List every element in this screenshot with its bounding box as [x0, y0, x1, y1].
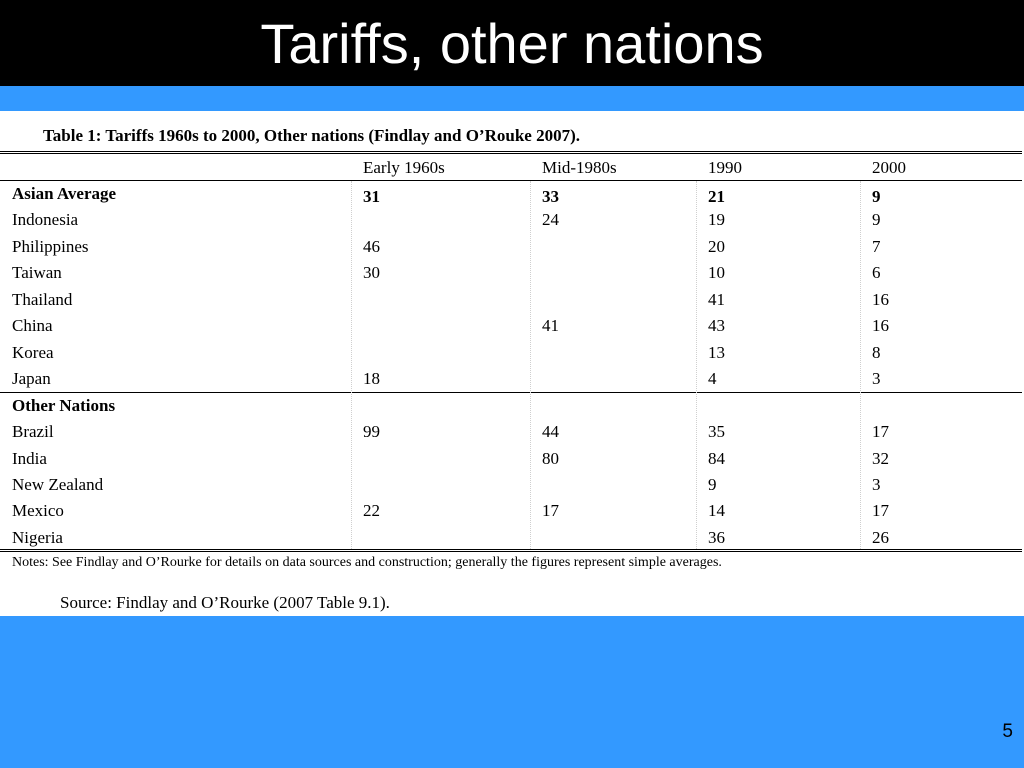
table-top-rule: [0, 151, 1022, 154]
table-cell: 17: [872, 422, 889, 442]
table-cell: 24: [542, 210, 559, 230]
table-cell: 41: [542, 316, 559, 336]
table-cell: 10: [708, 263, 725, 283]
table-cell: 36: [708, 527, 725, 547]
column-header: Early 1960s: [363, 158, 445, 177]
column-divider: [860, 181, 861, 549]
section-average-cell: 21: [708, 187, 725, 206]
content-panel: Table 1: Tariffs 1960s to 2000, Other na…: [0, 111, 1024, 616]
section-rule: [0, 392, 1022, 393]
table-cell: 16: [872, 289, 889, 309]
table-cell: 9: [872, 210, 881, 230]
table-cell: 30: [363, 263, 380, 283]
table-source: Source: Findlay and O’Rourke (2007 Table…: [60, 593, 390, 612]
title-bar: Tariffs, other nations: [0, 0, 1024, 86]
table-cell: 20: [708, 236, 725, 256]
page-number: 5: [1002, 721, 1013, 742]
header-rule: [0, 180, 1022, 181]
section-average-cell: 31: [363, 187, 380, 206]
row-label: Korea: [12, 342, 54, 362]
table-bottom-rule: [0, 549, 1022, 552]
table-caption: Table 1: Tariffs 1960s to 2000, Other na…: [43, 126, 580, 145]
row-label: China: [12, 316, 53, 336]
table-cell: 41: [708, 289, 725, 309]
table-cell: 17: [872, 501, 889, 521]
table-cell: 9: [708, 474, 717, 494]
section-average-cell: 33: [542, 187, 559, 206]
table-cell: 14: [708, 501, 725, 521]
table-cell: 80: [542, 448, 559, 468]
row-label: Mexico: [12, 501, 64, 521]
table-cell: 99: [363, 422, 380, 442]
column-header: 2000: [872, 158, 906, 177]
row-label: India: [12, 448, 47, 468]
column-header: 1990: [708, 158, 742, 177]
table-cell: 4: [708, 369, 717, 389]
table-cell: 8: [872, 342, 881, 362]
column-divider: [351, 181, 352, 549]
table-notes: Notes: See Findlay and O’Rourke for deta…: [12, 555, 722, 570]
table-cell: 43: [708, 316, 725, 336]
table-cell: 17: [542, 501, 559, 521]
slide-title: Tariffs, other nations: [260, 12, 764, 75]
table-cell: 18: [363, 369, 380, 389]
table-cell: 84: [708, 448, 725, 468]
table-cell: 26: [872, 527, 889, 547]
column-divider: [530, 181, 531, 549]
table-cell: 3: [872, 474, 881, 494]
table-cell: 32: [872, 448, 889, 468]
table-cell: 6: [872, 263, 881, 283]
row-label: Thailand: [12, 289, 73, 309]
table-cell: 13: [708, 342, 725, 362]
table-cell: 44: [542, 422, 559, 442]
row-label: Nigeria: [12, 527, 63, 547]
row-label: Brazil: [12, 422, 54, 442]
row-label: Philippines: [12, 236, 89, 256]
section-heading: Asian Average: [12, 184, 117, 203]
row-label: New Zealand: [12, 474, 104, 494]
table-cell: 46: [363, 236, 380, 256]
column-header: Mid-1980s: [542, 158, 617, 177]
row-label: Taiwan: [12, 263, 62, 283]
table-cell: 22: [363, 501, 380, 521]
table-cell: 7: [872, 236, 881, 256]
table-cell: 19: [708, 210, 725, 230]
row-label: Japan: [12, 369, 51, 389]
row-label: Indonesia: [12, 210, 79, 230]
table-cell: 16: [872, 316, 889, 336]
table-cell: 3: [872, 369, 881, 389]
table-cell: 35: [708, 422, 725, 442]
section-heading: Other Nations: [12, 395, 116, 415]
section-average-cell: 9: [872, 187, 881, 206]
column-divider: [696, 181, 697, 549]
